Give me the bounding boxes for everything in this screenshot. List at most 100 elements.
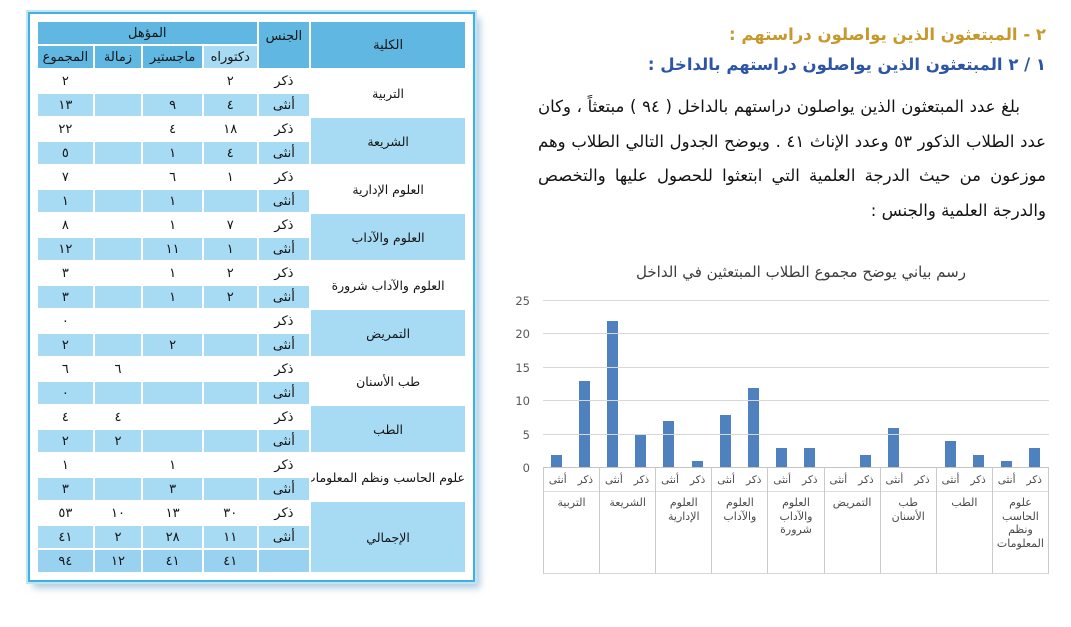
table-row: أنثى ٢ ١ ٣ xyxy=(38,286,465,308)
value-cell: ٩٤ xyxy=(38,550,93,572)
value-cell: ٦ xyxy=(143,166,202,188)
value-cell xyxy=(203,382,257,404)
value-cell: ١٨ xyxy=(203,118,257,140)
gridline xyxy=(543,333,1049,335)
value-cell xyxy=(94,166,142,188)
chart-category-axis: أنثى ذكر التربية أنثى ذكر الشريعة أنثى ذكر العلو… xyxy=(543,468,1049,574)
value-cell xyxy=(203,478,257,500)
value-cell: ١١ xyxy=(203,526,257,548)
value-cell xyxy=(143,406,202,428)
college-cell: الشريعة xyxy=(311,118,465,164)
value-cell: ٢ xyxy=(203,286,257,308)
gender-cell-male: ذكر xyxy=(258,406,310,428)
value-cell: ٧ xyxy=(38,166,93,188)
header-college: الكلية xyxy=(311,22,465,68)
value-cell xyxy=(94,310,142,332)
gridline xyxy=(543,300,1049,301)
bar-group xyxy=(599,301,655,468)
body-paragraph: بلغ عدد المبتعثون الذين يواصلون دراستهم … xyxy=(538,97,1046,220)
value-cell: ١ xyxy=(143,454,202,476)
value-cell: ١ xyxy=(38,190,93,212)
bar-female xyxy=(860,455,872,468)
value-cell: ٢٨ xyxy=(143,526,202,548)
gender-cell-male: ذكر xyxy=(258,214,310,236)
table-row: علوم الحاسب ونظم المعلومات ذكر ١ ١ xyxy=(38,454,465,500)
category-cell: أنثى ذكر العلوم والآداب شرورة xyxy=(767,468,824,574)
category-cell: أنثى ذكر التربية xyxy=(543,468,600,574)
gender-sublabel: أنثى xyxy=(717,473,735,486)
gender-sublabel: أنثى xyxy=(548,473,567,486)
gender-sublabel: أنثى xyxy=(605,473,623,486)
table-row: التمريض ذكر ٠ xyxy=(38,310,465,356)
value-cell xyxy=(143,430,202,452)
value-cell xyxy=(143,70,202,92)
bar-male xyxy=(663,421,675,468)
gender-sublabel: ذكر xyxy=(970,473,986,486)
gender-sublabel: ذكر xyxy=(689,473,706,486)
value-cell: ٢ xyxy=(203,262,257,284)
gender-sublabels: أنثى ذكر xyxy=(936,468,992,492)
bar-female xyxy=(691,461,703,468)
category-label: العلوم والآداب xyxy=(723,496,757,523)
scholarship-table-frame: الكلية الجنس المؤهل دكتوراه ماجستير زمال… xyxy=(28,12,475,582)
college-cell: العلوم والآداب xyxy=(311,214,465,260)
gender-sublabel: ذكر xyxy=(577,473,594,486)
bar-group xyxy=(543,301,599,468)
gender-sublabels: أنثى ذكر xyxy=(600,468,656,492)
value-cell: ٠ xyxy=(38,382,93,404)
value-cell: ٦ xyxy=(94,358,142,380)
y-tick-label: 5 xyxy=(522,427,530,442)
value-cell: ٤١ xyxy=(203,550,257,572)
header-total: المجموع xyxy=(38,46,93,68)
gender-cell-male: ذكر xyxy=(258,502,310,524)
gender-sublabel: ذكر xyxy=(802,473,818,486)
table-row: أنثى ٠ xyxy=(38,382,465,404)
bar-group xyxy=(768,301,824,468)
table-row: العلوم الإدارية ذكر ١ ٦ ٧ xyxy=(38,166,465,212)
college-cell: طب الأسنان xyxy=(311,358,465,404)
college-cell: التربية xyxy=(311,70,465,116)
value-cell: ٢ xyxy=(203,70,257,92)
college-cell: التمريض xyxy=(311,310,465,356)
value-cell: ٧ xyxy=(203,214,257,236)
college-cell-grand: الإجمالي xyxy=(311,502,465,572)
value-cell: ٤ xyxy=(143,118,202,140)
category-cell: أنثى ذكر الطب xyxy=(935,468,992,574)
value-cell xyxy=(203,406,257,428)
value-cell: ٢ xyxy=(38,430,93,452)
header-doctorate: دكتوراه xyxy=(203,46,257,68)
value-cell: ٢ xyxy=(94,526,142,548)
value-cell: ١ xyxy=(143,286,202,308)
value-cell: ٣ xyxy=(38,478,93,500)
value-cell: ٢٢ xyxy=(38,118,93,140)
gender-sublabels: أنثى ذكر xyxy=(656,468,712,492)
bar-group xyxy=(993,301,1049,468)
chart-title: رسم بياني يوضح مجموع الطلاب المبتعثين في… xyxy=(636,263,966,281)
gender-cell-male: ذكر xyxy=(258,310,310,332)
gender-sublabels: أنثى ذكر xyxy=(768,468,824,492)
value-cell xyxy=(203,334,257,356)
gender-cell-female: أنثى xyxy=(258,334,310,356)
bar-male xyxy=(888,428,900,468)
table-row-grand-total: ٤١ ٤١ ١٢ ٩٤ xyxy=(38,550,465,572)
category-label: التربية xyxy=(557,496,586,509)
category-label: التمريض xyxy=(832,496,872,509)
category-label: طب الأسنان xyxy=(891,496,925,523)
gridline xyxy=(543,366,1049,368)
table-row: طب الأسنان ذكر ٦ ٦ xyxy=(38,358,465,404)
gender-cell-female: أنثى xyxy=(258,94,310,116)
value-cell: ١ xyxy=(143,142,202,164)
table-row: أنثى ٢ ٢ xyxy=(38,430,465,452)
table-row: أنثى ١ ١١ ١٢ xyxy=(38,238,465,260)
value-cell: ٤١ xyxy=(143,550,202,572)
gridline xyxy=(543,433,1049,435)
y-tick-label: 10 xyxy=(515,394,530,409)
value-cell xyxy=(143,310,202,332)
table-row: الطب ذكر ٤ ٤ xyxy=(38,406,465,452)
value-cell: ٣ xyxy=(38,262,93,284)
value-cell: ٤ xyxy=(203,142,257,164)
table-header-row-1: الكلية الجنس المؤهل xyxy=(38,22,465,68)
value-cell: ٢ xyxy=(94,430,142,452)
table-row-grand: الإجمالي ذكر ٣٠ ١٣ ١٠ ٥٣ xyxy=(38,502,465,572)
gender-cell-male: ذكر xyxy=(258,166,310,188)
